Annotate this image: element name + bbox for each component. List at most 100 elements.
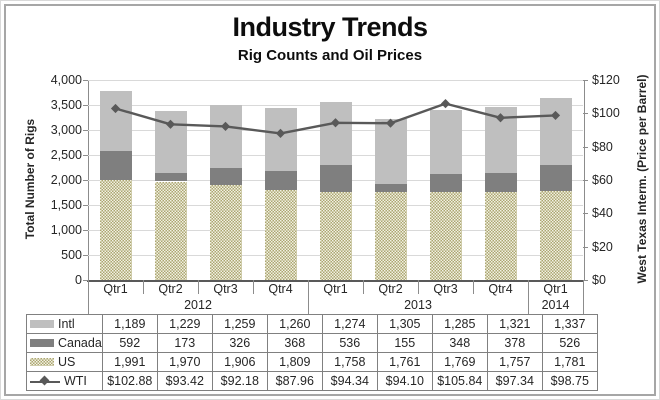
left-axis-tick-mark [83,255,88,256]
bar-segment-intl [209,105,242,169]
left-axis-tick-label: 0 [75,273,82,287]
table-value-cell-wti: $98.75 [541,371,598,391]
right-axis-tick-label: $0 [592,273,606,287]
table-value-cell-canada: 536 [321,333,378,353]
table-value-cell-intl: 1,305 [376,314,433,334]
bar-segment-us [209,184,242,280]
bar-segment-canada [429,174,462,192]
axis-quarter-tick [473,280,474,294]
bar-segment-us [154,181,187,280]
table-value-cell-intl: 1,285 [431,314,488,334]
category-label: Qtr1 [543,282,568,296]
bar-segment-intl [374,118,407,185]
table-value-cell-wti: $92.18 [211,371,268,391]
wti-diamond-glyph [39,375,50,386]
left-axis-tick-mark [83,230,88,231]
table-value-cell-wti: $102.88 [101,371,158,391]
table-value-cell-wti: $94.34 [321,371,378,391]
bar-segment-us [374,191,407,280]
category-label: Qtr4 [268,282,293,296]
bar-segment-us [99,180,132,280]
legend-key-intl: Intl [27,317,101,331]
bar-segment-canada [264,171,297,190]
left-axis-tick-mark [83,155,88,156]
axis-quarter-tick [253,280,254,294]
table-value-cell-us: 1,758 [321,352,378,372]
table-row-wti: WTI $102.88 $93.42 $92.18 $87.96 $94.34 $94.10… [26,371,598,391]
intl-swatch-icon [30,320,54,328]
bar-segment-us [484,192,517,280]
table-value-cell-us: 1,757 [486,352,543,372]
table-value-cell-us: 1,809 [266,352,323,372]
table-value-cell-canada: 348 [431,333,488,353]
right-axis-tick-mark [583,280,588,281]
bar-segment-canada [154,172,187,182]
legend-label-canada: Canada [58,336,102,350]
table-row-intl: Intl 1,189 1,229 1,259 1,260 1,274 1,305 1,285 1… [26,314,598,334]
table-value-cell-canada: 326 [211,333,268,353]
table-value-cell-us: 1,781 [541,352,598,372]
axis-quarter-tick [198,280,199,294]
table-value-cell-canada: 155 [376,333,433,353]
category-label: Qtr3 [213,282,238,296]
table-value-cell-wti: $93.42 [156,371,213,391]
year-group-label: 2014 [541,298,570,312]
table-value-cell-us: 1,970 [156,352,213,372]
us-swatch-icon [30,358,54,366]
bar-segment-intl [429,109,462,175]
bar-segment-canada [539,164,572,191]
bar-segment-us [319,192,352,280]
table-value-cell-canada: 173 [156,333,213,353]
category-label: Qtr1 [103,282,128,296]
left-axis-tick-label: 3,500 [50,98,82,112]
table-value-cell-canada: 368 [266,333,323,353]
chart-subtitle: Rig Counts and Oil Prices [237,47,423,64]
right-axis-tick-mark [583,246,588,248]
right-axis-tick-label: $100 [592,106,620,121]
left-axis-tick-label: 1,500 [50,198,82,212]
legend-cell-intl: Intl [26,314,103,334]
category-label: Qtr2 [158,282,183,296]
data-table: Intl 1,189 1,229 1,259 1,260 1,274 1,305 1,285 1… [26,314,598,391]
right-axis-tick-mark [583,113,588,115]
chart-title: Industry Trends [232,12,428,42]
legend-key-canada: Canada [27,336,102,350]
category-label: Qtr2 [378,282,403,296]
table-value-cell-intl: 1,189 [101,314,158,334]
legend-cell-us: US [26,352,103,372]
table-value-cell-canada: 378 [486,333,543,353]
right-axis-tick-label: $80 [592,139,613,154]
table-value-cell-intl: 1,259 [211,314,268,334]
left-axis-tick-label: 1,000 [50,223,82,237]
table-value-cell-us: 1,906 [211,352,268,372]
bar-segment-intl [539,97,572,165]
table-value-cell-intl: 1,274 [321,314,378,334]
axis-quarter-tick [418,280,419,294]
table-value-cell-us: 1,761 [376,352,433,372]
legend-cell-canada: Canada [26,333,103,353]
left-axis-tick-mark [83,280,88,281]
left-axis-tick-mark [83,130,88,131]
table-value-cell-wti: $105.84 [431,371,488,391]
table-value-cell-canada: 526 [541,333,598,353]
right-axis-tick-label: $60 [592,173,613,187]
canada-swatch-icon [30,339,54,347]
right-axis-tick-mark [583,146,588,148]
table-value-cell-intl: 1,337 [541,314,598,334]
wti-line-icon [30,375,60,386]
bar-segment-intl [484,107,517,174]
bar-segment-us [539,190,572,280]
legend-key-us: US [27,355,101,369]
left-axis-tick-label: 2,500 [50,148,82,162]
left-axis-tick-mark [83,105,88,106]
legend-label-us: US [58,355,76,369]
bar-segment-intl [99,91,132,151]
legend-label-intl: Intl [58,317,75,331]
legend-cell-wti: WTI [26,371,103,391]
axis-group-separator [528,280,529,314]
axis-quarter-tick [363,280,364,294]
category-label: Qtr1 [323,282,348,296]
axis-quarter-tick [143,280,144,294]
table-value-cell-wti: $87.96 [266,371,323,391]
table-row-us: US 1,991 1,970 1,906 1,809 1,758 1,761 1,769 1,7… [26,352,598,372]
